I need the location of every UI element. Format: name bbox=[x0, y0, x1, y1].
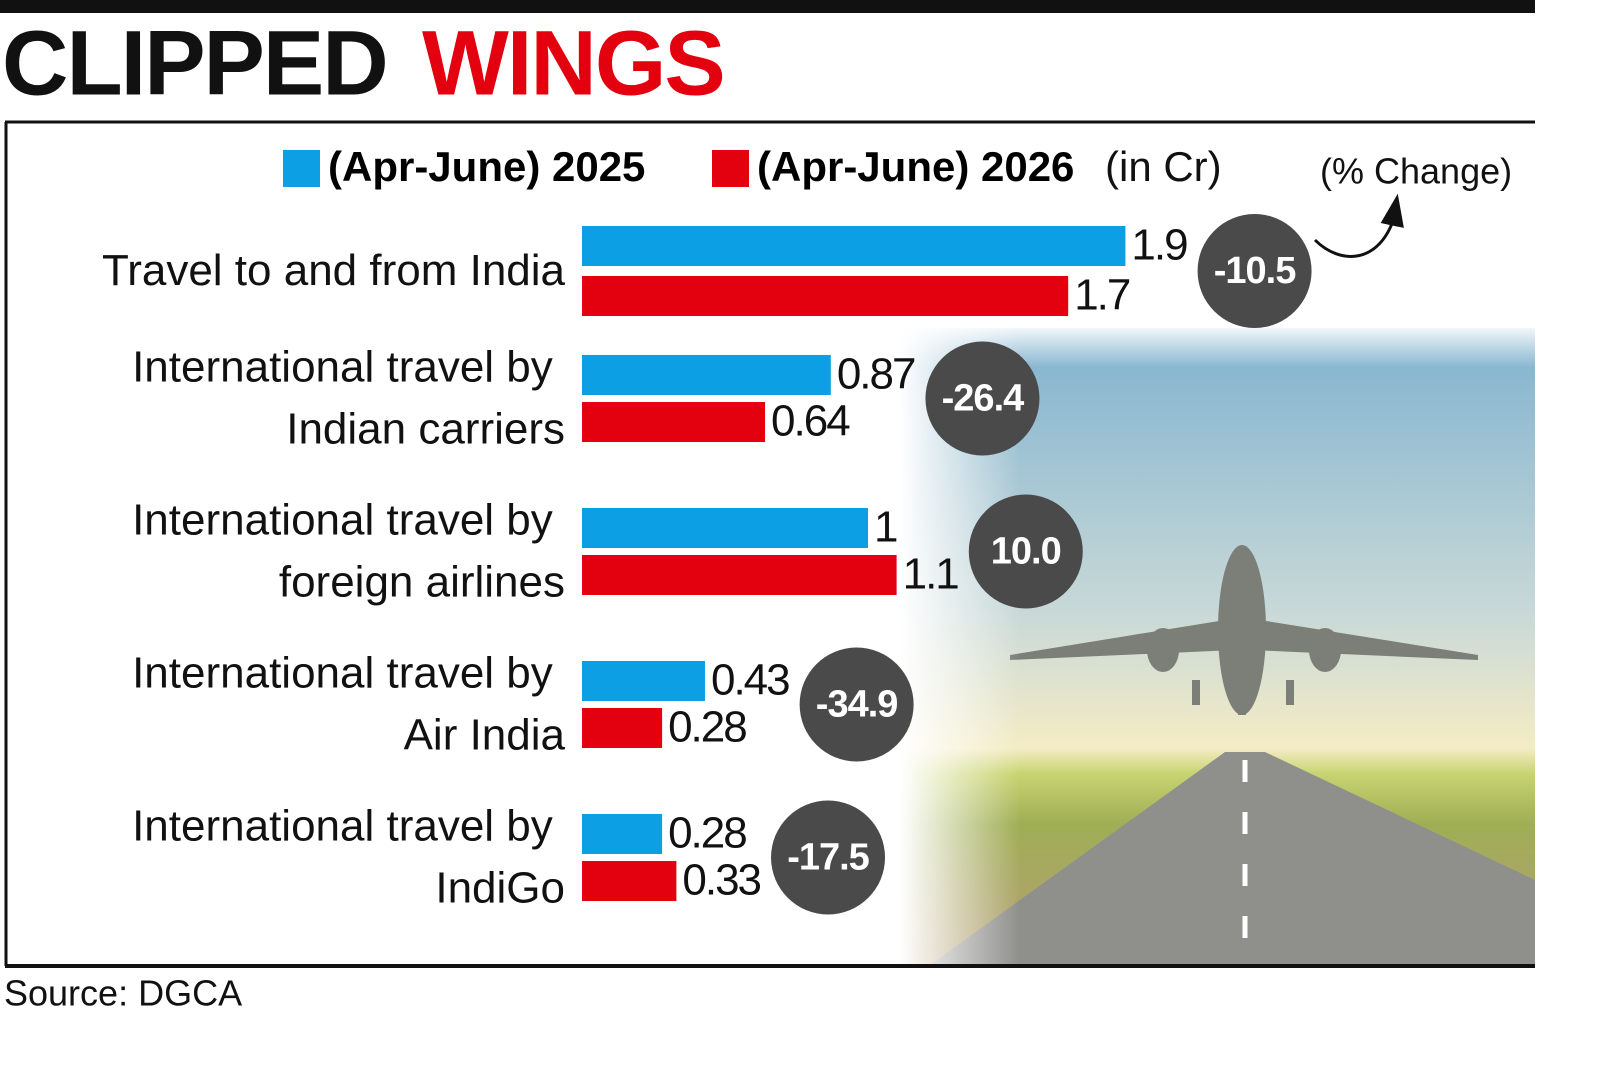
value-label: 0.43 bbox=[711, 656, 789, 705]
value-label: 0.87 bbox=[837, 350, 915, 399]
category-label: International travel by Air India bbox=[132, 648, 565, 759]
change-arrow bbox=[1313, 193, 1404, 258]
change-label: -17.5 bbox=[787, 837, 869, 879]
value-label: 1.9 bbox=[1131, 221, 1187, 270]
bar bbox=[582, 276, 1069, 316]
bar bbox=[582, 508, 868, 548]
category-label: International travel by foreign airlines bbox=[132, 495, 565, 606]
value-label: 0.28 bbox=[668, 809, 746, 858]
value-label: 0.28 bbox=[668, 703, 746, 752]
category-label: Travel to and from India bbox=[102, 246, 566, 295]
value-label: 0.64 bbox=[771, 397, 850, 446]
change-badge bbox=[799, 647, 914, 762]
bar bbox=[582, 555, 897, 595]
change-label: -34.9 bbox=[816, 684, 898, 726]
value-label: 1 bbox=[874, 503, 897, 552]
change-badge bbox=[771, 800, 886, 915]
frame bbox=[4, 120, 1535, 966]
change-badge bbox=[925, 341, 1040, 456]
change-badge bbox=[968, 494, 1083, 609]
legend-label: (Apr-June) 2026 bbox=[757, 143, 1074, 190]
legend-label: (Apr-June) 2025 bbox=[328, 143, 645, 190]
unit-note: (in Cr) bbox=[1105, 143, 1222, 190]
change-label: -26.4 bbox=[942, 378, 1024, 420]
bar bbox=[582, 226, 1126, 266]
value-label: 1.7 bbox=[1074, 271, 1130, 320]
change-label: 10.0 bbox=[991, 531, 1061, 573]
top-rule bbox=[0, 0, 1535, 13]
legend-swatch bbox=[712, 150, 749, 187]
source: Source: DGCA bbox=[4, 973, 242, 1014]
title-dark: CLIPPED bbox=[2, 12, 387, 114]
change-badge bbox=[1197, 214, 1312, 328]
change-note: (% Change) bbox=[1320, 151, 1512, 192]
legend-swatch bbox=[283, 150, 320, 187]
title-red: WINGS bbox=[422, 12, 724, 114]
bar bbox=[582, 402, 766, 442]
bar bbox=[582, 708, 663, 748]
value-label: 1.1 bbox=[903, 550, 959, 599]
change-label: -10.5 bbox=[1214, 250, 1296, 292]
category-label: International travel by IndiGo bbox=[132, 801, 565, 912]
bar bbox=[582, 814, 663, 854]
bar bbox=[582, 861, 677, 901]
bar bbox=[582, 661, 705, 701]
category-label: International travel by Indian carriers bbox=[132, 342, 565, 453]
bar bbox=[582, 355, 831, 395]
value-label: 0.33 bbox=[682, 856, 760, 905]
